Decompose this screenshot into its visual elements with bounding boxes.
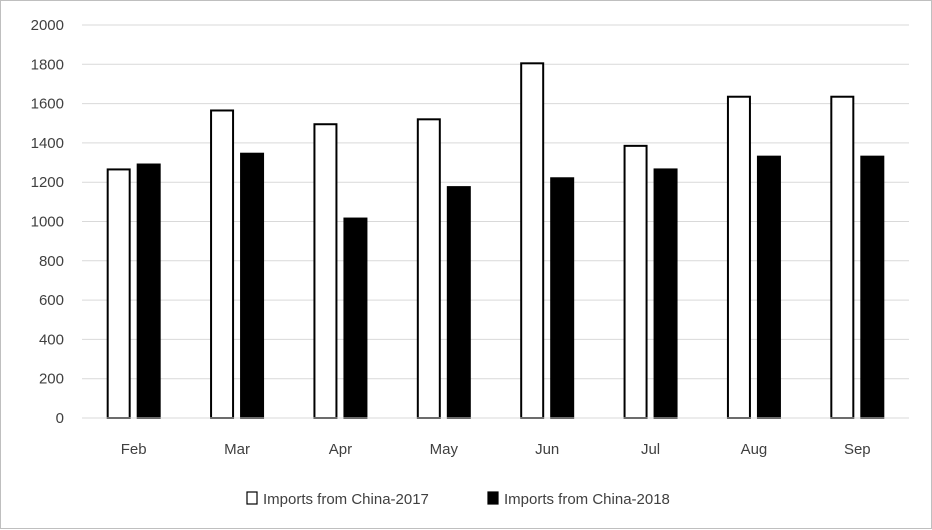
x-tick-label: Jun — [535, 441, 559, 458]
bar-2018-jun — [550, 177, 575, 419]
bar-2017-apr — [313, 123, 338, 419]
x-axis-tick-labels: Feb Mar Apr May Jun Jul Aug Sep — [121, 441, 871, 458]
bar-2017-feb — [106, 168, 131, 419]
y-tick-label: 1000 — [31, 214, 64, 231]
bar-2017-jul — [623, 144, 648, 419]
legend-item-2018: Imports from China-2018 — [487, 491, 670, 508]
y-tick-label: 200 — [39, 371, 64, 388]
bar-2018-aug — [756, 155, 781, 419]
legend: Imports from China-2017 Imports from Chin… — [246, 491, 670, 508]
bar-2017-sep — [830, 95, 855, 419]
bar-2018-apr — [343, 217, 368, 419]
bar-2018-mar — [240, 152, 265, 420]
bar-2018-sep — [860, 155, 885, 419]
legend-label: Imports from China-2017 — [263, 491, 429, 508]
legend-item-2017: Imports from China-2017 — [246, 491, 429, 508]
legend-label: Imports from China-2018 — [504, 491, 670, 508]
bar-2018-jul — [653, 168, 678, 419]
x-tick-label: Jul — [641, 441, 660, 458]
bar-2018-may — [446, 186, 471, 419]
x-tick-label: Aug — [741, 441, 768, 458]
y-tick-label: 1200 — [31, 174, 64, 191]
bar-2017-may — [416, 118, 441, 419]
y-tick-label: 1800 — [31, 56, 64, 73]
x-tick-label: May — [430, 441, 459, 458]
bar-2017-jun — [520, 62, 545, 419]
y-tick-label: 2000 — [31, 17, 64, 34]
bar-2017-mar — [210, 109, 235, 419]
x-tick-label: Feb — [121, 441, 147, 458]
legend-swatch — [246, 491, 258, 505]
y-tick-label: 800 — [39, 253, 64, 270]
bar-2017-aug — [726, 95, 751, 419]
legend-swatch — [487, 491, 499, 505]
bar-2018-feb — [136, 163, 161, 419]
x-tick-label: Apr — [329, 441, 352, 458]
y-tick-label: 600 — [39, 292, 64, 309]
y-tick-label: 400 — [39, 331, 64, 348]
y-tick-label: 1600 — [31, 96, 64, 113]
y-axis-tick-labels: 0 200 400 600 800 1000 1200 1400 1600 1800 2000 — [31, 17, 64, 427]
x-tick-label: Sep — [844, 441, 871, 458]
y-tick-label: 1400 — [31, 135, 64, 152]
gridlines — [82, 24, 909, 380]
x-tick-label: Mar — [224, 441, 250, 458]
y-tick-label: 0 — [56, 410, 64, 427]
bars — [106, 62, 885, 420]
